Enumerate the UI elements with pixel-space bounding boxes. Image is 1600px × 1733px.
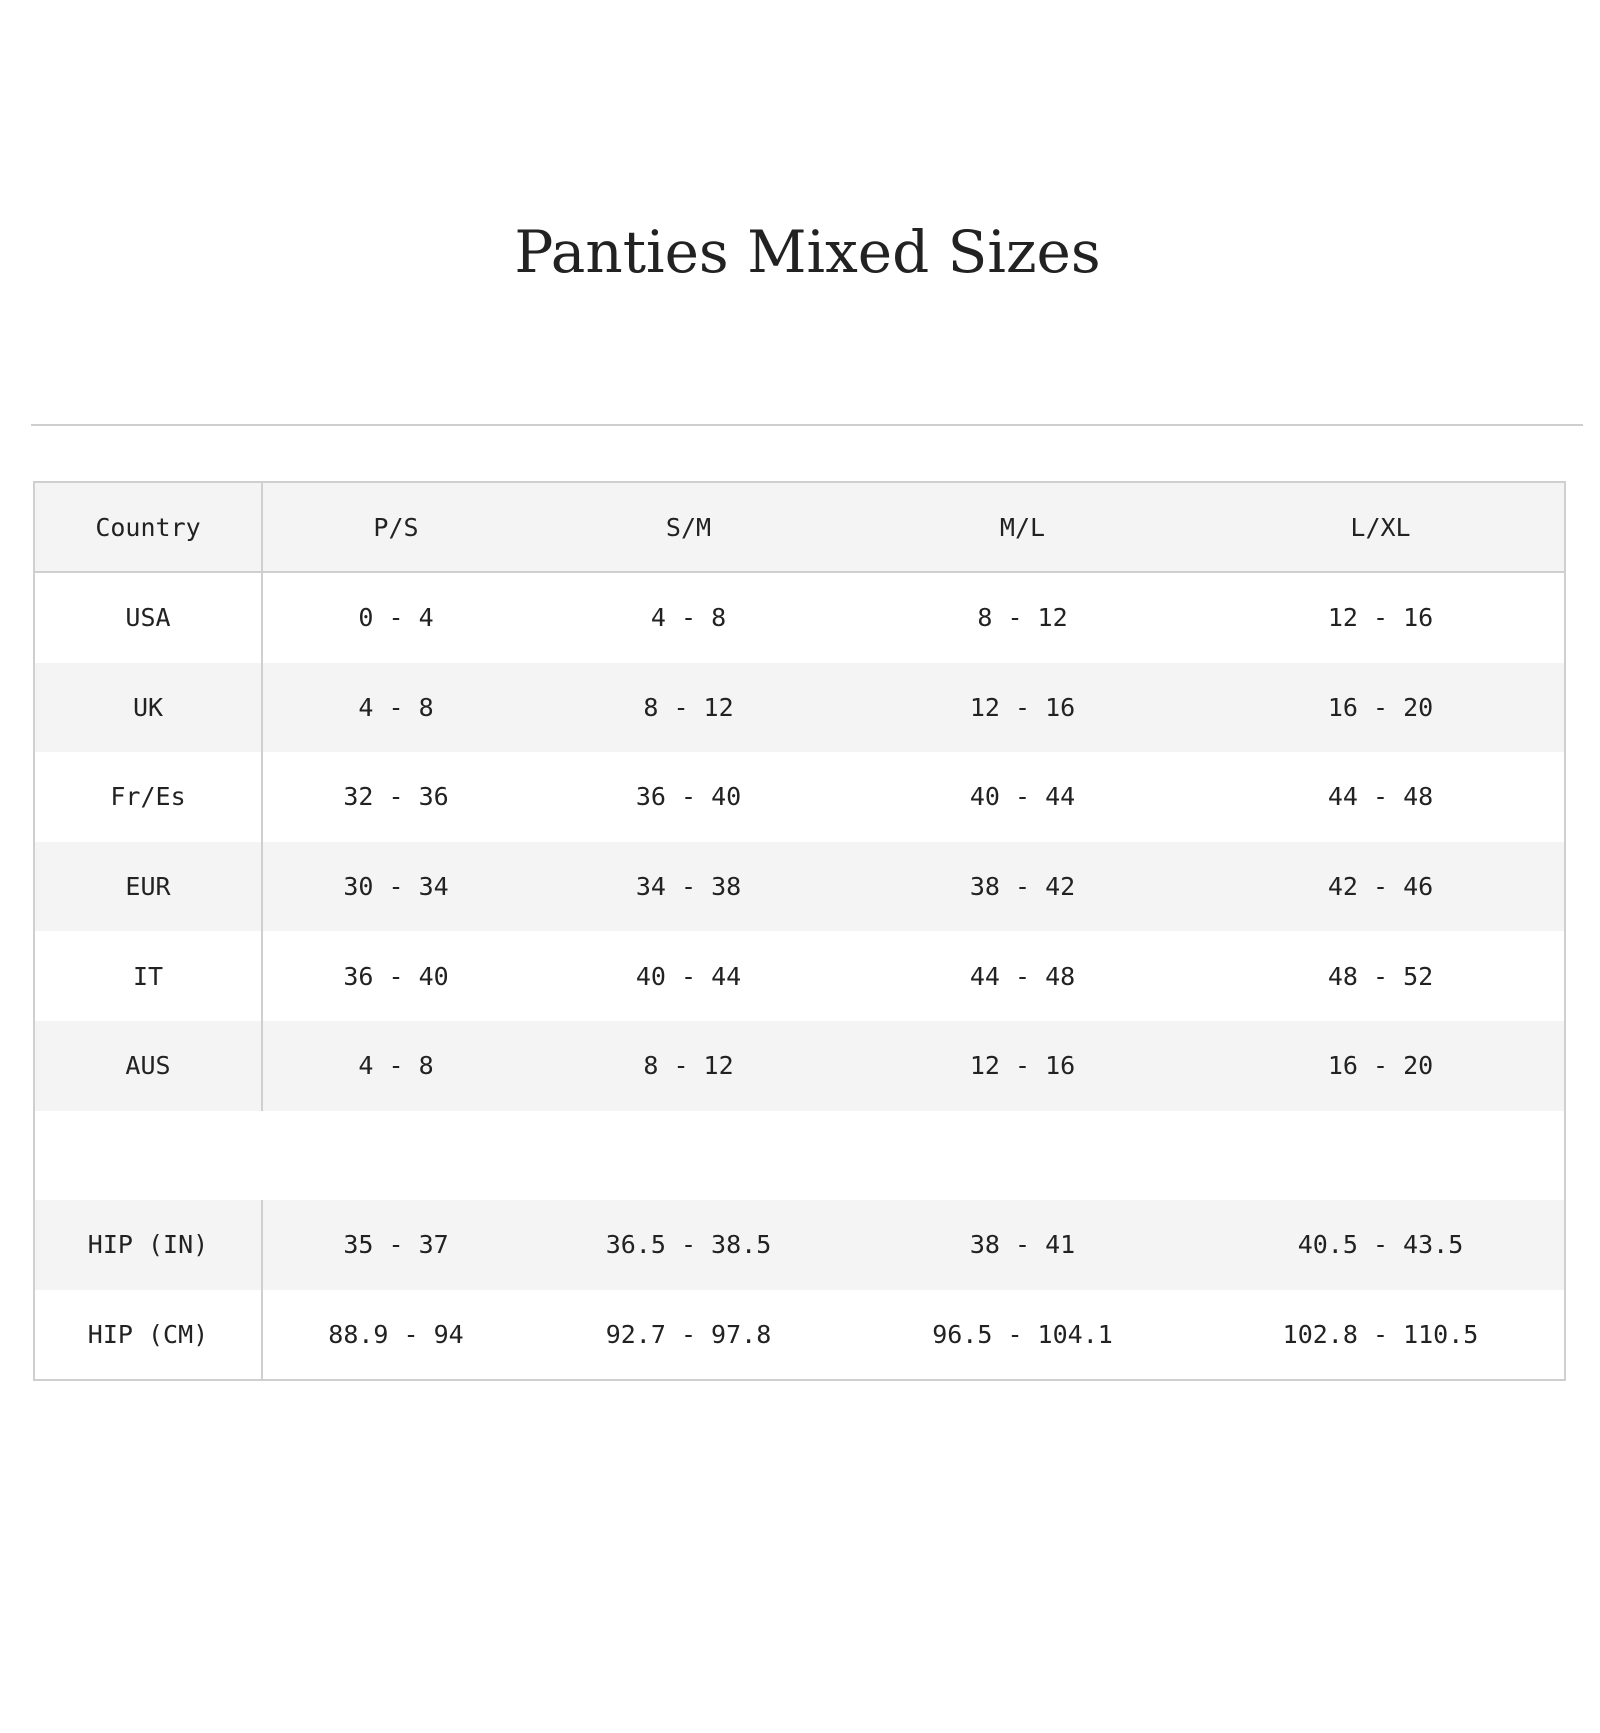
table-cell: 36 - 40 bbox=[343, 961, 449, 991]
table-cell: 44 - 48 bbox=[1327, 782, 1434, 812]
table-cell: 12 - 16 bbox=[969, 692, 1076, 722]
row-label-cell: HIP (CM) bbox=[35, 1289, 263, 1380]
table-cell: 88.9 - 94 bbox=[328, 1320, 464, 1350]
table-cell: 30 - 34 bbox=[343, 872, 449, 902]
row-label-cell bbox=[35, 1111, 263, 1201]
header-cell: Country bbox=[35, 483, 263, 571]
table-cell: 38 - 41 bbox=[969, 1230, 1076, 1260]
table-cell: 40 - 44 bbox=[635, 961, 742, 991]
header-cell: L/XL bbox=[1350, 512, 1411, 542]
table-cell: 8 - 12 bbox=[977, 603, 1068, 633]
row-label-cell: AUS bbox=[35, 1020, 263, 1111]
table-cell: 36 - 40 bbox=[635, 782, 742, 812]
table-cell: 8 - 12 bbox=[643, 692, 734, 722]
row-label-cell: UK bbox=[35, 662, 263, 753]
header-cell: M/L bbox=[999, 512, 1046, 542]
table-cell: 16 - 20 bbox=[1327, 692, 1434, 722]
table-cell: 38 - 42 bbox=[969, 872, 1076, 902]
table-row: Fr/Es 32 - 36 36 - 40 40 - 44 44 - 48 bbox=[35, 752, 1564, 842]
table-row: UK 4 - 8 8 - 12 12 - 16 16 - 20 bbox=[35, 662, 1564, 753]
header-cell: P/S bbox=[373, 512, 419, 542]
divider bbox=[31, 424, 1583, 426]
page-title: Panties Mixed Sizes bbox=[514, 218, 1101, 286]
table-cell: 12 - 16 bbox=[969, 1051, 1076, 1081]
table-row: AUS 4 - 8 8 - 12 12 - 16 16 - 20 bbox=[35, 1020, 1564, 1111]
table-cell: 35 - 37 bbox=[343, 1230, 449, 1260]
table-cell: 4 - 8 bbox=[650, 603, 727, 633]
table-cell: 4 - 8 bbox=[358, 692, 434, 722]
table-header-row: Country P/S S/M M/L L/XL bbox=[35, 483, 1564, 573]
table-cell: 48 - 52 bbox=[1327, 961, 1434, 991]
table-cell: 16 - 20 bbox=[1327, 1051, 1434, 1081]
table-cell: 40 - 44 bbox=[969, 782, 1076, 812]
table-row: IT 36 - 40 40 - 44 44 - 48 48 - 52 bbox=[35, 931, 1564, 1021]
table-cell: 32 - 36 bbox=[343, 782, 449, 812]
row-label-cell: Fr/Es bbox=[35, 752, 263, 842]
header-cell: S/M bbox=[665, 512, 712, 542]
row-label-cell: USA bbox=[35, 573, 263, 663]
table-cell: 0 - 4 bbox=[358, 603, 434, 633]
table-cell: 36.5 - 38.5 bbox=[605, 1230, 772, 1260]
size-chart-table: Country P/S S/M M/L L/XL USA 0 - 4 4 - 8 8 … bbox=[33, 481, 1566, 1382]
table-cell: 12 - 16 bbox=[1327, 603, 1434, 633]
table-cell: 42 - 46 bbox=[1327, 872, 1434, 902]
table-row: HIP (CM) 88.9 - 94 92.7 - 97.8 96.5 - 104.1… bbox=[35, 1289, 1564, 1380]
table-cell bbox=[529, 1111, 848, 1201]
row-label-cell: EUR bbox=[35, 841, 263, 932]
table-cell: 96.5 - 104.1 bbox=[932, 1320, 1113, 1350]
table-row: HIP (IN) 35 - 37 36.5 - 38.5 38 - 41 40.5 - … bbox=[35, 1200, 1564, 1290]
table-cell: 34 - 38 bbox=[635, 872, 742, 902]
table-cell: 102.8 - 110.5 bbox=[1282, 1320, 1479, 1350]
table-cell: 44 - 48 bbox=[969, 961, 1076, 991]
spacer-row bbox=[35, 1111, 1564, 1201]
table-cell bbox=[848, 1111, 1197, 1201]
row-label-cell: IT bbox=[35, 931, 263, 1021]
row-label-cell: HIP (IN) bbox=[35, 1200, 263, 1290]
table-row: EUR 30 - 34 34 - 38 38 - 42 42 - 46 bbox=[35, 841, 1564, 932]
table-cell bbox=[1197, 1111, 1564, 1201]
table-cell: 92.7 - 97.8 bbox=[605, 1320, 772, 1350]
table-row: USA 0 - 4 4 - 8 8 - 12 12 - 16 bbox=[35, 573, 1564, 663]
table-cell: 8 - 12 bbox=[643, 1051, 734, 1081]
table-cell bbox=[263, 1111, 529, 1201]
table-cell: 4 - 8 bbox=[358, 1051, 434, 1081]
table-cell: 40.5 - 43.5 bbox=[1297, 1230, 1464, 1260]
